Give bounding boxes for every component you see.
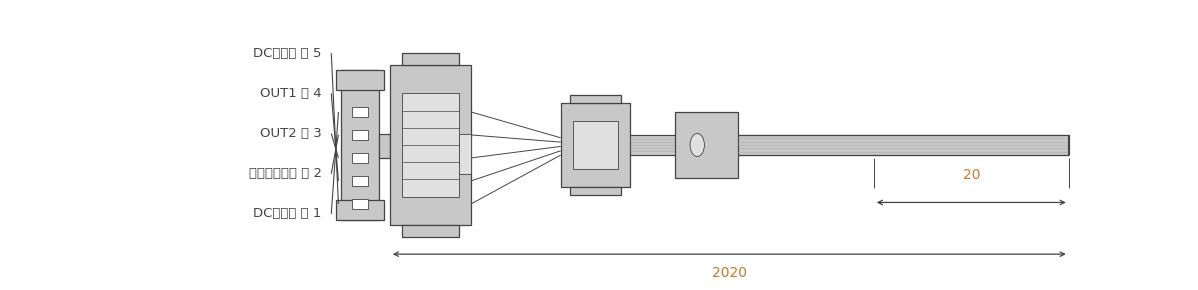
Bar [351, 107, 368, 117]
Bar [351, 199, 368, 209]
Bar [459, 133, 471, 174]
Bar [351, 176, 368, 186]
Text: アナログ出力 灰 2: アナログ出力 灰 2 [249, 167, 322, 180]
Bar [570, 187, 621, 195]
Bar [561, 103, 630, 187]
Text: OUT1 黑 4: OUT1 黑 4 [260, 87, 322, 100]
Bar [389, 65, 471, 225]
Bar [379, 133, 389, 158]
Text: 2020: 2020 [712, 266, 746, 280]
Text: OUT2 白 3: OUT2 白 3 [260, 127, 322, 140]
Bar [401, 93, 459, 197]
Bar [341, 70, 379, 220]
Bar [573, 121, 618, 169]
Bar [351, 153, 368, 163]
Ellipse shape [690, 133, 704, 157]
Bar [337, 200, 383, 220]
Bar [676, 112, 738, 178]
Bar [401, 225, 459, 238]
Text: 20: 20 [962, 168, 980, 182]
Bar [401, 52, 459, 65]
Text: DC（－） 青 1: DC（－） 青 1 [253, 207, 322, 220]
Text: DC（＋） 茶 5: DC（＋） 茶 5 [253, 47, 322, 59]
Bar [570, 95, 621, 103]
Bar [337, 70, 383, 90]
Bar [351, 130, 368, 140]
